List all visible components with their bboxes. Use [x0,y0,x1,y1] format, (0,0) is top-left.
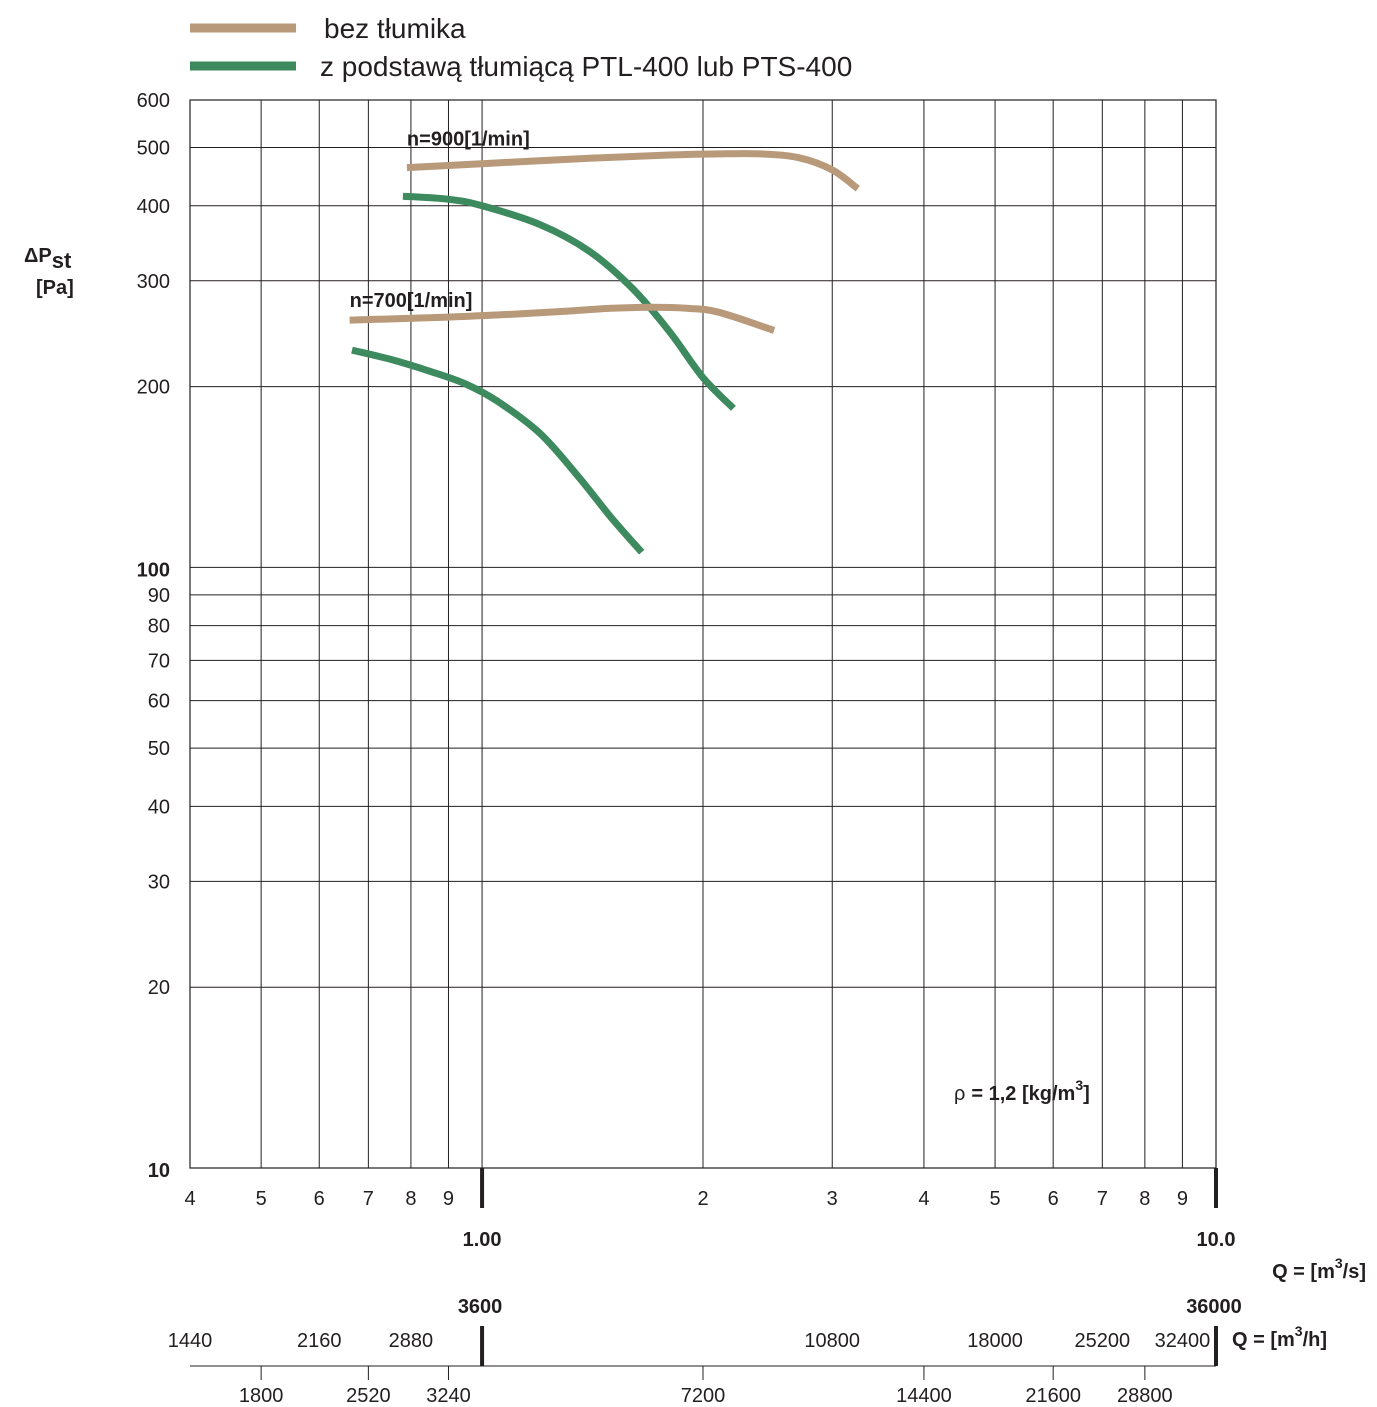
y-tick-label: 60 [148,691,170,713]
y-tick-label: 600 [137,90,170,112]
y-tick-label: 20 [148,977,170,999]
xh-upper-label: 2880 [389,1330,434,1352]
x-tick-label: 4 [918,1188,929,1210]
density-label: ρ = 1,2 [kg/m3] [954,1077,1090,1105]
series-curve-3 [351,346,645,555]
y-tick-label: 10 [148,1160,170,1182]
x-tick-label: 9 [443,1188,454,1210]
speed-label: n=900[1/min] [407,128,530,150]
x-unit-label: Q = [m3/s] [1272,1255,1366,1283]
y-tick-label: 100 [137,559,170,581]
curves [349,150,860,555]
xh-upper-label: 32400 [1155,1330,1211,1352]
series-curve-1 [402,192,736,411]
series-curve-0 [406,150,860,192]
xh-lower-label: 21600 [1025,1385,1081,1407]
y-axis-sub: st [52,248,72,273]
xh-lower-label: 1800 [239,1385,284,1407]
y-tick-label: 400 [137,196,170,218]
xh-major-label: 36000 [1186,1296,1242,1318]
x-tick-label: 2 [697,1188,708,1210]
density-suffix: ] [1083,1083,1090,1105]
axis-labels: 600 500 400 300 200 100 90 80 70 60 50 40 30 20 10 4 5 6 7… [24,90,1366,1407]
y-tick-label: 50 [148,738,170,760]
y-tick-label: 500 [137,138,170,160]
xh-lower-label: 28800 [1117,1385,1173,1407]
x-tick-label: 5 [990,1188,1001,1210]
x-major-label: 10.0 [1197,1229,1236,1251]
y-axis-label: ΔPst [24,245,72,273]
y-tick-label: 80 [148,616,170,638]
legend: bez tłumika z podstawą tłumiącą PTL-400 l… [190,13,852,82]
legend-label: bez tłumika [324,13,466,44]
x-tick-label: 8 [405,1188,416,1210]
legend-label: z podstawą tłumiącą PTL-400 lub PTS-400 [320,51,852,82]
xh-major-label: 3600 [458,1296,503,1318]
xh-lower-label: 7200 [681,1385,726,1407]
x-unit-sup: 3 [1335,1255,1343,1271]
x-tick-label: 7 [363,1188,374,1210]
xh-upper-label: 10800 [804,1330,860,1352]
y-tick-label: 30 [148,871,170,893]
x-major-label: 1.00 [463,1229,502,1251]
x-tick-label: 5 [256,1188,267,1210]
y-tick-label: 300 [137,271,170,293]
density-value: = 1,2 [kg/m [971,1083,1075,1105]
xh-upper-label: 25200 [1074,1330,1130,1352]
plot-grid [189,99,1217,1169]
xh-lower-label: 2520 [346,1385,391,1407]
xh-unit-label: Q = [m3/h] [1232,1323,1327,1351]
y-tick-label: 70 [148,650,170,672]
x-tick-label: 9 [1177,1188,1188,1210]
x-tick-label: 8 [1139,1188,1150,1210]
density-sup: 3 [1075,1077,1083,1093]
x-tick-label: 6 [1048,1188,1059,1210]
series-curve-2 [349,303,776,334]
x-tick-label: 4 [184,1188,195,1210]
x-tick-label: 3 [827,1188,838,1210]
speed-label: n=700[1/min] [350,290,473,312]
y-tick-label: 200 [137,377,170,399]
x-tick-label: 7 [1097,1188,1108,1210]
xh-lower-label: 14400 [896,1385,952,1407]
y-unit-label: [Pa] [36,277,74,299]
xh-lower-label: 3240 [426,1385,471,1407]
xh-upper-label: 18000 [967,1330,1023,1352]
x-tick-label: 6 [314,1188,325,1210]
xh-upper-label: 2160 [297,1330,342,1352]
y-tick-label: 40 [148,796,170,818]
x-unit-suffix: /s] [1343,1261,1366,1283]
xh-unit-sup: 3 [1295,1323,1303,1339]
xh-unit-suffix: /h] [1303,1329,1327,1351]
y-tick-label: 90 [148,585,170,607]
xh-upper-label: 1440 [168,1330,213,1352]
